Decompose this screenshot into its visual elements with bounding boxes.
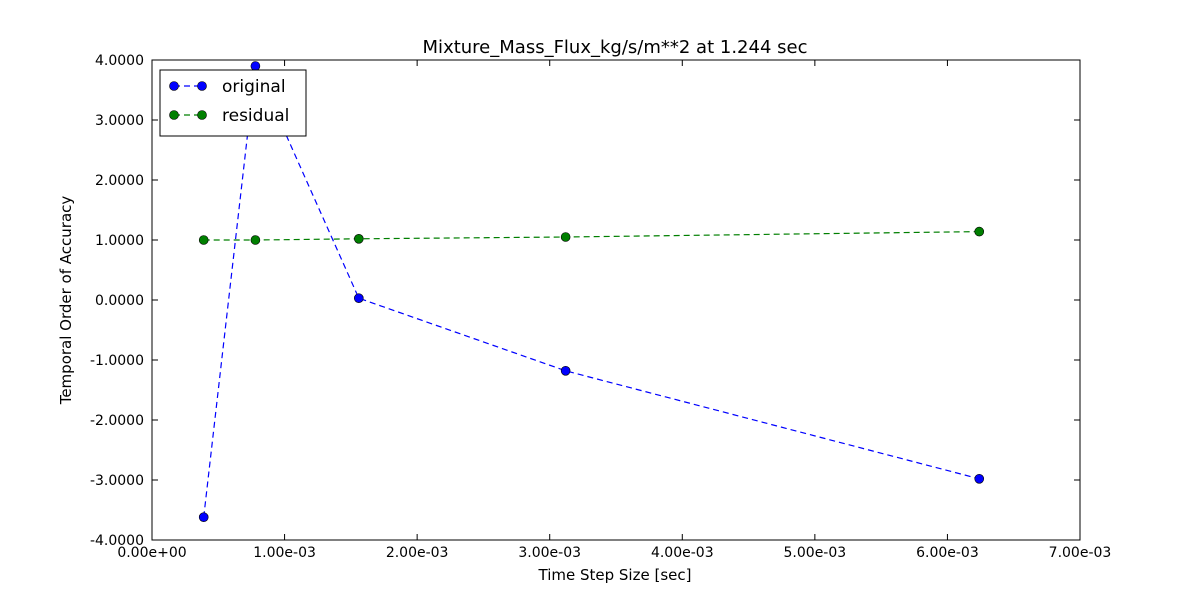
data-point-original-4 (974, 473, 985, 484)
data-point-residual-0 (198, 235, 209, 245)
data-point-residual-3 (560, 232, 571, 242)
legend-marker-residual (197, 110, 207, 120)
x-axis-label: Time Step Size [sec] (538, 566, 692, 584)
series-line-residual (203, 231, 980, 241)
y-axis-label: Temporal Order of Accuracy (57, 196, 75, 406)
x-tick-label: 7.00e-03 (1049, 545, 1112, 561)
legend-marker-residual (169, 110, 179, 120)
chart-title: Mixture_Mass_Flux_kg/s/m**2 at 1.244 sec (423, 37, 808, 58)
data-point-residual-4 (974, 226, 985, 237)
x-tick-label: 5.00e-03 (784, 545, 847, 561)
legend-label-original: original (222, 77, 286, 97)
y-tick-label: -2.0000 (90, 413, 144, 429)
x-tick-label: 1.00e-03 (253, 545, 316, 561)
x-tick-label: 4.00e-03 (651, 545, 714, 561)
legend-label-residual: residual (222, 106, 289, 126)
series-line-original (203, 63, 980, 518)
y-tick-label: 3.0000 (95, 113, 144, 129)
x-tick-label: 2.00e-03 (386, 545, 449, 561)
x-tick-label: 6.00e-03 (916, 545, 979, 561)
data-point-residual-1 (250, 235, 261, 245)
legend-marker-original (197, 81, 207, 91)
y-tick-label: 2.0000 (95, 173, 144, 189)
data-point-original-2 (354, 293, 364, 304)
y-tick-label: -4.0000 (90, 533, 144, 549)
legend: original residual (159, 69, 307, 137)
y-tick-label: -3.0000 (90, 473, 144, 489)
axes-layer: 0.00e+00 1.00e-03 2.00e-03 3.00e-03 4.00e-03… (90, 53, 1111, 561)
data-point-original-0 (198, 512, 209, 523)
x-tick-label: 3.00e-03 (518, 545, 581, 561)
data-point-residual-2 (354, 234, 364, 244)
data-point-original-3 (560, 365, 571, 376)
x-tick-label: 0.00e+00 (117, 545, 186, 561)
y-tick-label: -1.0000 (90, 353, 144, 369)
legend-marker-original (169, 81, 179, 91)
y-tick-label: 1.0000 (95, 233, 144, 249)
y-tick-label: 0.0000 (95, 293, 144, 309)
data-point-original-1 (250, 61, 261, 71)
legend-box (159, 69, 307, 137)
series-layer (198, 61, 985, 523)
y-tick-label: 4.0000 (95, 53, 144, 69)
